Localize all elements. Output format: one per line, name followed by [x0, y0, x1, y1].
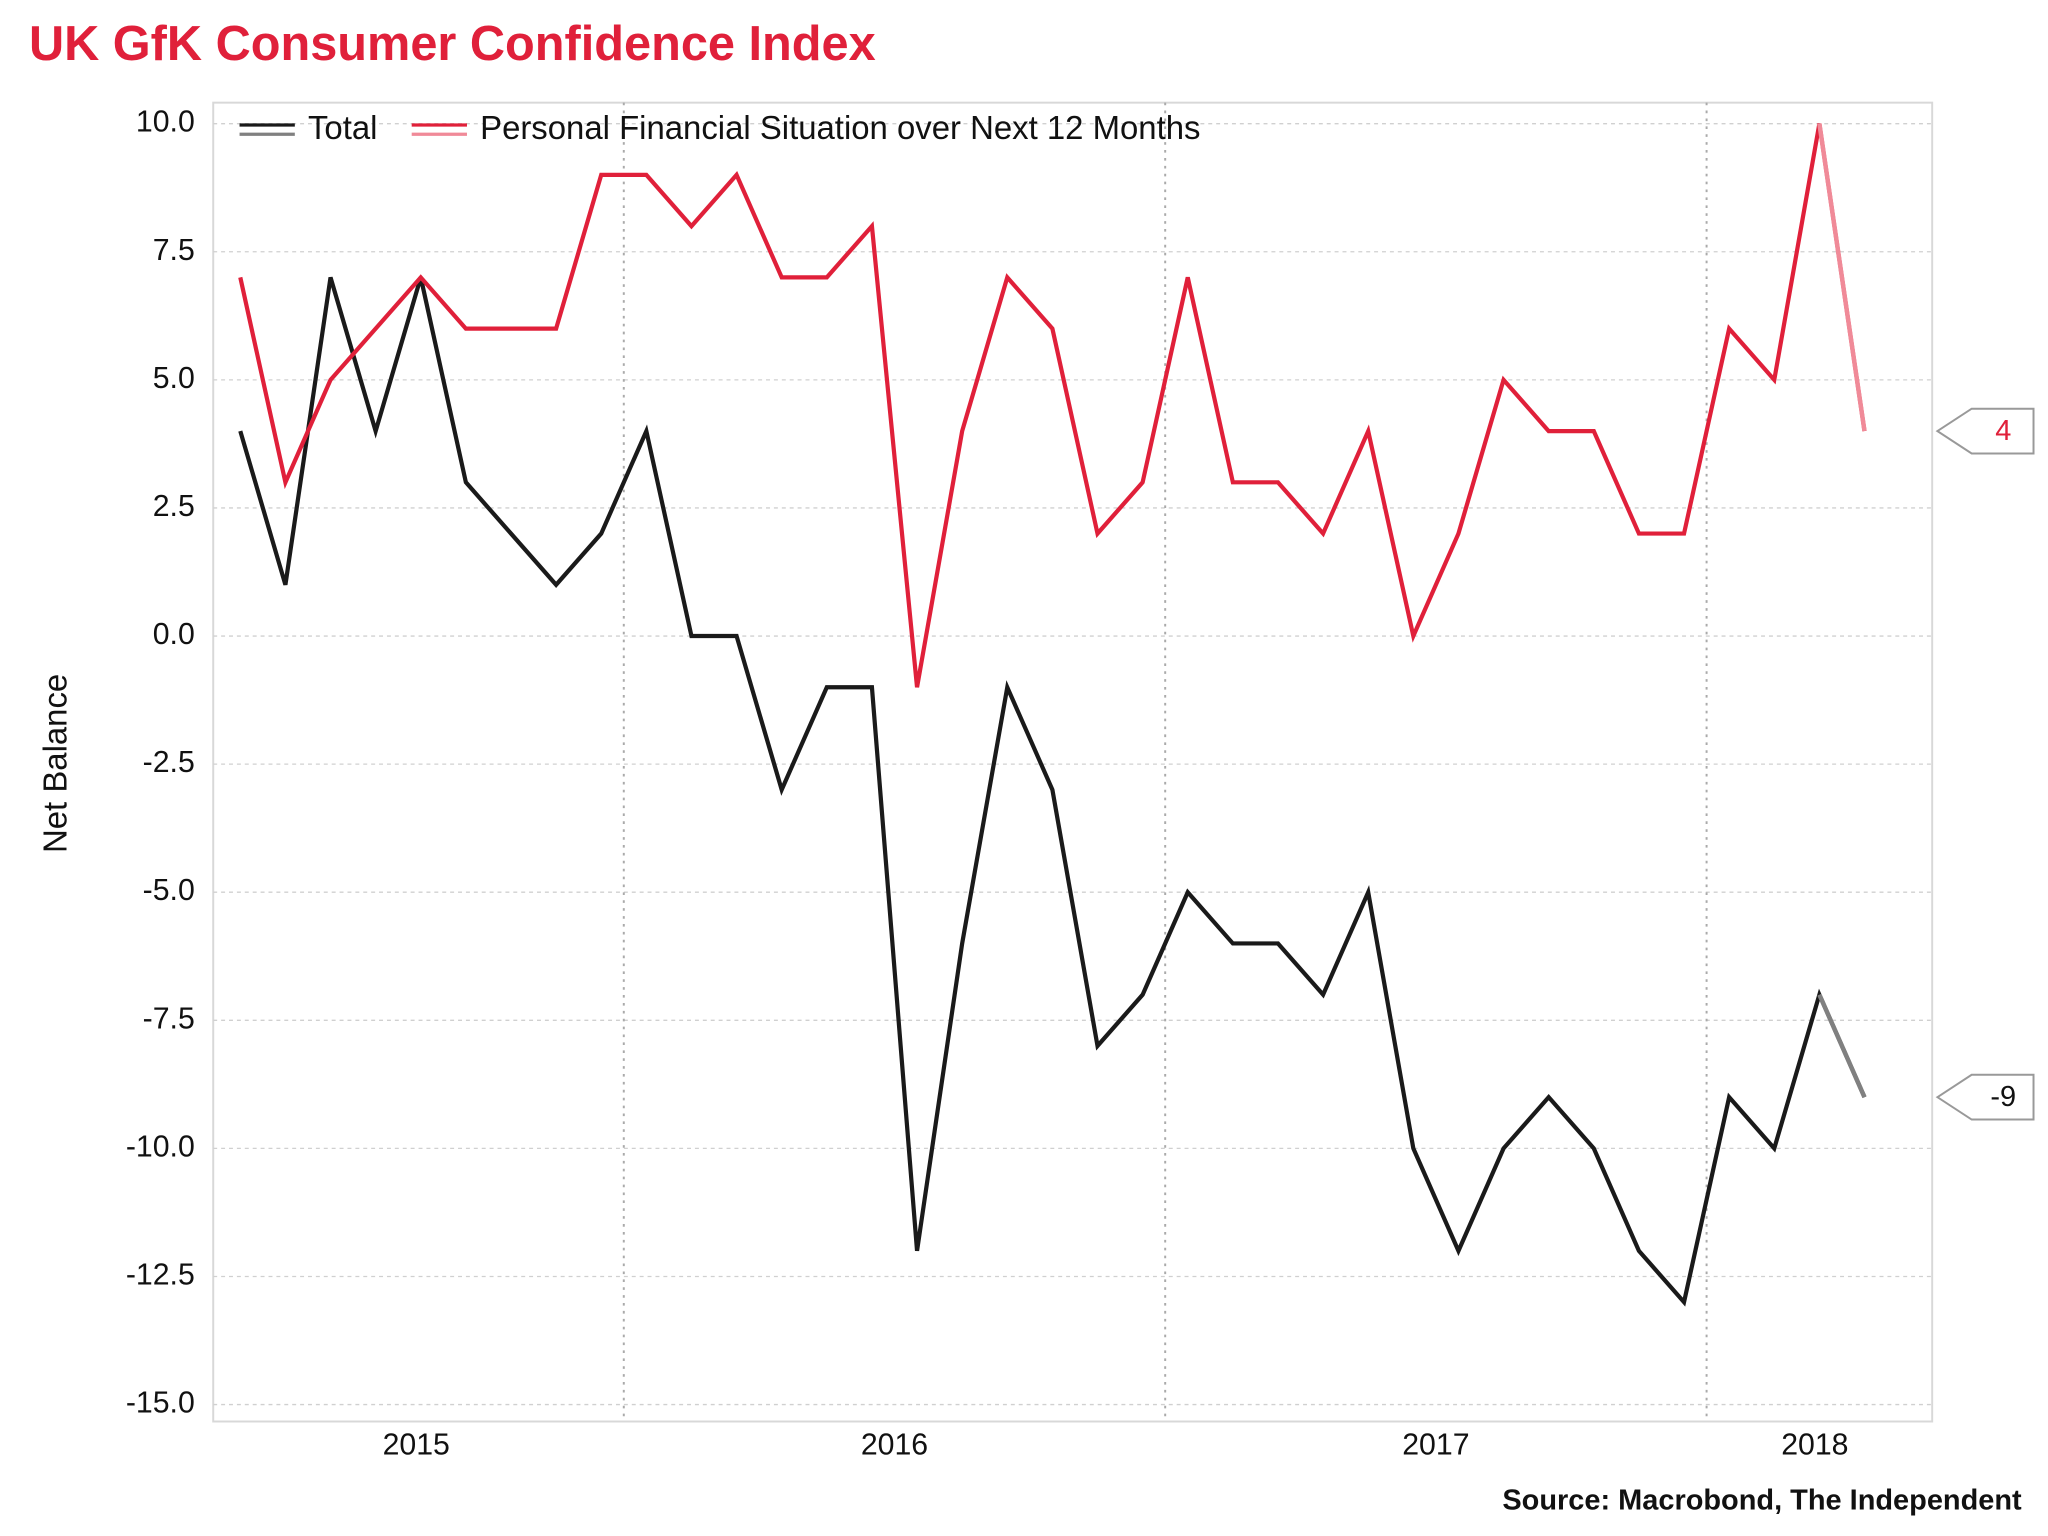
- y-tick-label: -10.0: [126, 1130, 195, 1163]
- source: Source: Macrobond, The Independent: [1502, 1484, 2022, 1516]
- end-label-box: [1935, 407, 2035, 455]
- y-tick-label: 5.0: [153, 362, 195, 395]
- chart-title: UK GfK Consumer Confidence Index: [29, 17, 876, 71]
- x-tick-label: 2016: [861, 1428, 928, 1461]
- end-label: 4: [1995, 415, 2011, 447]
- end-label-box: [1935, 1073, 2035, 1121]
- y-tick-label: 0.0: [153, 618, 195, 651]
- legend-label: Total: [308, 109, 377, 146]
- y-tick-label: -7.5: [143, 1002, 195, 1035]
- legend-label: Personal Financial Situation over Next 1…: [480, 109, 1200, 146]
- y-tick-label: -15.0: [126, 1387, 195, 1420]
- y-tick-label: -5.0: [143, 874, 195, 907]
- provisional-segment: [1817, 123, 1867, 432]
- plot-frame: [212, 101, 1934, 1423]
- series-line: [238, 123, 1867, 688]
- provisional-segment: [1817, 993, 1867, 1099]
- x-tick-label: 2015: [383, 1428, 450, 1461]
- x-tick-label: 2017: [1402, 1428, 1469, 1461]
- y-tick-label: -2.5: [143, 746, 195, 779]
- y-tick-label: 10.0: [136, 106, 195, 139]
- y-tick-label: -12.5: [126, 1258, 195, 1291]
- end-label: -9: [1990, 1081, 2016, 1113]
- y-tick-label: 7.5: [153, 234, 195, 267]
- y-tick-label: 2.5: [153, 490, 195, 523]
- x-tick-label: 2018: [1781, 1428, 1848, 1461]
- series-line: [238, 276, 1867, 1307]
- y-axis-label: Net Balance: [37, 674, 74, 853]
